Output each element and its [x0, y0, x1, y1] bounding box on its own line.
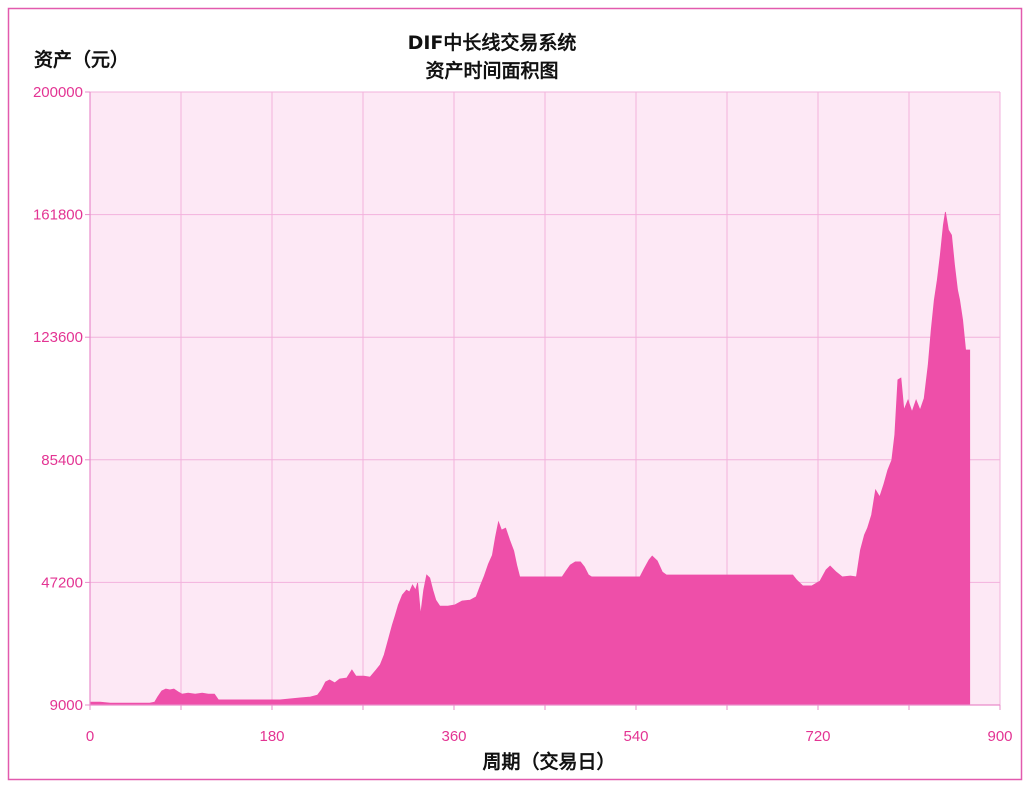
grid-lines — [90, 91, 1001, 706]
x-axis-ticks: 0 180 360 540 720 900 — [86, 705, 1013, 745]
y-tick-label: 161800 — [33, 207, 83, 224]
chart-title: DIF中长线交易系统 — [408, 31, 577, 54]
x-tick-label: 0 — [86, 728, 94, 745]
y-axis-ticks: 9000 47200 85400 123600 161800 200000 — [33, 84, 90, 714]
y-tick-label: 47200 — [41, 574, 83, 591]
x-tick-label: 720 — [805, 728, 830, 745]
chart-subtitle: 资产时间面积图 — [425, 59, 558, 82]
asset-area — [89, 211, 971, 706]
x-axis-label: 周期（交易日） — [482, 750, 615, 773]
y-axis-label: 资产（元） — [34, 48, 129, 71]
x-tick-label: 180 — [259, 728, 284, 745]
y-tick-label: 200000 — [33, 84, 83, 101]
y-tick-label: 9000 — [50, 697, 83, 714]
x-tick-label: 900 — [987, 728, 1012, 745]
x-tick-label: 360 — [441, 728, 466, 745]
y-tick-label: 123600 — [33, 329, 83, 346]
x-tick-label: 540 — [623, 728, 648, 745]
y-tick-label: 85400 — [41, 452, 83, 469]
